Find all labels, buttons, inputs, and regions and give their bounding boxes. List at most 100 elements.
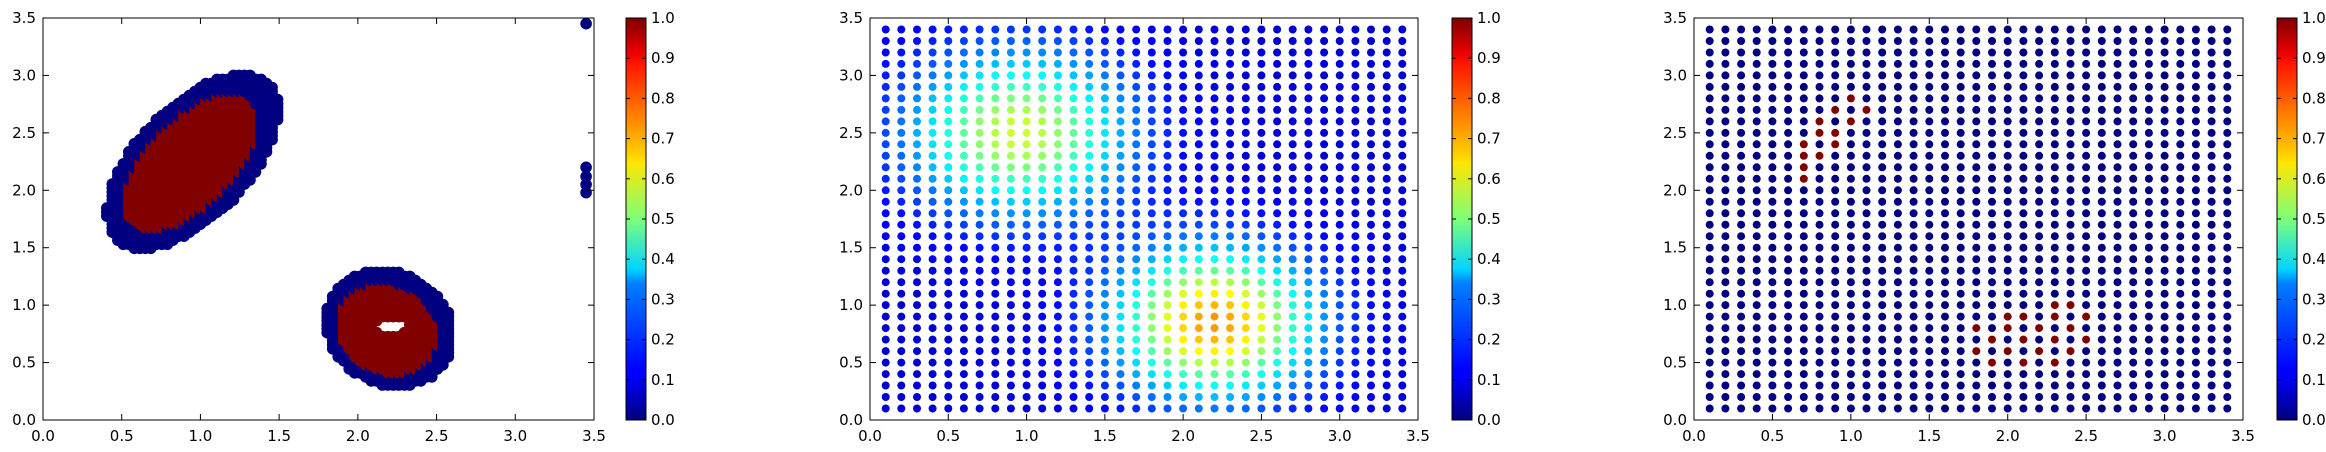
data-point <box>2129 266 2138 275</box>
data-point <box>2176 278 2185 287</box>
data-point <box>1226 335 1235 344</box>
data-point <box>1893 105 1902 114</box>
data-point <box>2129 347 2138 356</box>
data-point <box>1878 163 1887 172</box>
data-point <box>2035 289 2044 298</box>
data-point <box>2160 232 2169 241</box>
data-point <box>991 232 1000 241</box>
data-point <box>2207 232 2216 241</box>
data-point <box>1768 266 1777 275</box>
data-point <box>1100 197 1109 206</box>
data-point <box>2082 358 2091 367</box>
data-point <box>2019 301 2028 310</box>
data-point <box>2223 358 2232 367</box>
data-point <box>1116 59 1125 68</box>
data-point <box>1862 301 1871 310</box>
data-point <box>1163 209 1172 218</box>
data-point <box>1069 163 1078 172</box>
data-point <box>2160 220 2169 229</box>
data-point <box>1006 94 1015 103</box>
data-point <box>1100 278 1109 287</box>
data-point <box>2019 59 2028 68</box>
data-point <box>1006 151 1015 160</box>
data-point <box>1241 220 1250 229</box>
data-point <box>1179 358 1188 367</box>
data-point <box>1941 312 1949 321</box>
data-point <box>2019 128 2028 137</box>
data-point <box>1320 186 1329 195</box>
data-point <box>2097 151 2106 160</box>
data-point <box>1132 140 1141 149</box>
data-point <box>1132 381 1141 390</box>
data-point <box>1179 174 1188 183</box>
data-point <box>2176 255 2185 264</box>
data-point <box>1398 266 1407 275</box>
data-point <box>2160 128 2169 137</box>
data-point <box>1085 174 1094 183</box>
data-point <box>1147 278 1156 287</box>
data-point <box>1846 266 1855 275</box>
data-point <box>1784 25 1793 34</box>
x-tick-label: 0.0 <box>1682 427 1706 445</box>
data-point <box>2019 289 2028 298</box>
data-point <box>959 59 968 68</box>
data-point <box>1815 266 1824 275</box>
data-point <box>1053 404 1062 413</box>
data-point <box>1038 197 1047 206</box>
data-point <box>1226 324 1235 333</box>
data-point <box>2003 128 2012 137</box>
data-point <box>2223 404 2232 413</box>
data-point <box>2144 324 2153 333</box>
data-point <box>1799 324 1808 333</box>
data-point <box>991 209 1000 218</box>
data-point <box>2129 151 2138 160</box>
data-point <box>2003 163 2012 172</box>
data-point <box>1335 347 1344 356</box>
data-point <box>1367 174 1375 183</box>
data-point <box>1132 301 1141 310</box>
data-point <box>2097 48 2106 57</box>
data-point <box>1721 48 1730 57</box>
data-point <box>928 289 937 298</box>
data-point <box>2035 25 2044 34</box>
data-point <box>2223 37 2232 45</box>
data-point <box>1085 82 1094 91</box>
data-point <box>1398 289 1407 298</box>
data-point <box>1831 301 1840 310</box>
data-point <box>2207 117 2216 126</box>
data-point <box>1768 128 1777 137</box>
data-point <box>959 48 968 57</box>
data-point <box>1815 197 1824 206</box>
data-point <box>1006 312 1015 321</box>
y-tick-label: 0.0 <box>12 411 36 429</box>
data-point <box>1085 381 1094 390</box>
data-point <box>1988 197 1996 206</box>
data-point <box>2035 324 2044 333</box>
data-point <box>580 186 592 199</box>
data-point <box>881 163 890 172</box>
data-point <box>2113 209 2122 218</box>
data-point <box>1194 25 1203 34</box>
data-point <box>975 117 984 126</box>
data-point <box>2207 197 2216 206</box>
data-point <box>1194 370 1203 379</box>
data-point <box>2129 25 2138 34</box>
data-point <box>431 290 444 303</box>
data-point <box>1335 358 1344 367</box>
data-point <box>1846 94 1855 103</box>
x-tick-label: 0.0 <box>858 427 882 445</box>
data-point <box>1925 209 1934 218</box>
data-point <box>1132 128 1141 137</box>
data-point <box>2097 128 2106 137</box>
data-point <box>1288 128 1297 137</box>
data-point <box>1398 312 1407 321</box>
data-point <box>1784 48 1793 57</box>
data-point <box>1100 209 1109 218</box>
data-point <box>1100 82 1109 91</box>
data-point <box>1116 243 1125 252</box>
data-point <box>2066 37 2075 45</box>
data-point <box>2144 140 2153 149</box>
data-point <box>1956 255 1965 264</box>
data-point <box>2191 140 2200 149</box>
